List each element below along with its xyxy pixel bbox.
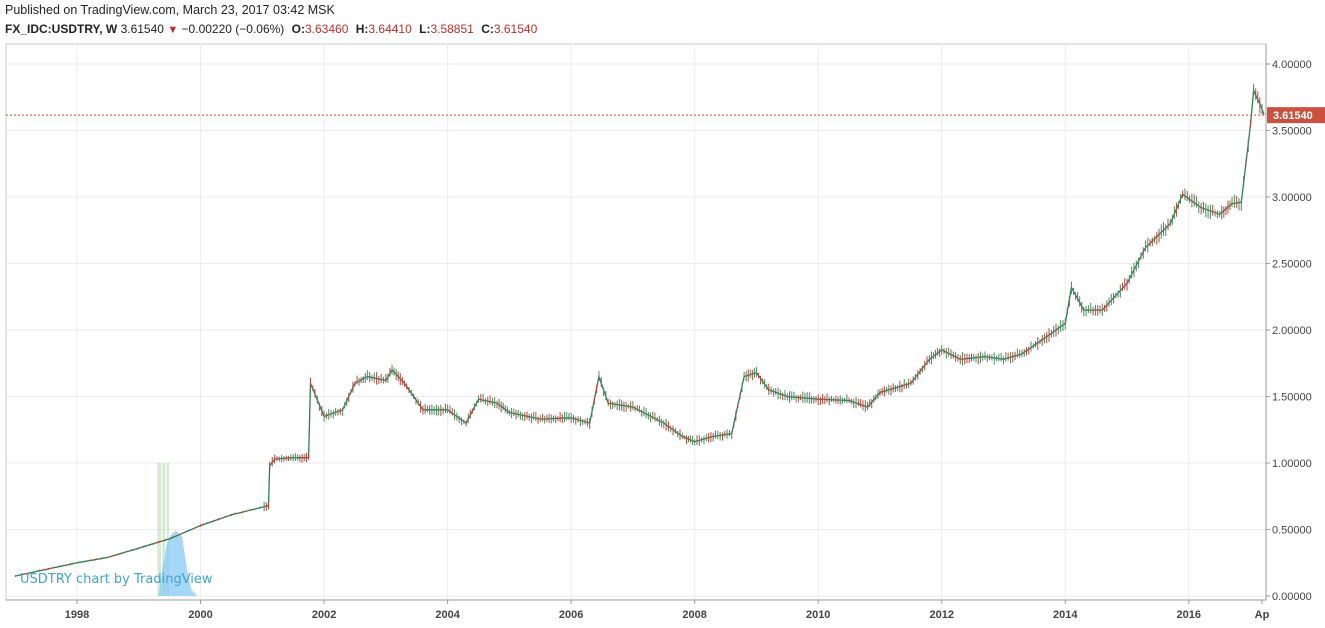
time-axis[interactable]: 1998 2000 2002 2004 2006 2008 2010 2012 2014 2016… [65,600,1270,621]
low-value: 3.58851 [430,22,474,36]
last-price-tag-label: 3.61540 [1273,110,1313,122]
y-tick-label: 3.00000 [1272,192,1312,204]
price-axis[interactable]: 0.00000 0.50000 1.00000 1.50000 2.00000 2.500… [1266,59,1312,603]
volume-profile-area [158,530,198,596]
x-tick-label: 2000 [188,609,212,621]
y-tick-label: 2.50000 [1272,259,1312,271]
y-tick-label: 0.50000 [1272,525,1312,537]
open-label: O: [291,22,305,36]
x-tick-label: Ap [1255,609,1270,621]
x-tick-label: 2008 [682,609,706,621]
y-tick-label: 1.00000 [1272,458,1312,470]
x-tick-label: 2010 [806,609,830,621]
symbol-name[interactable]: FX_IDC:USDTRY, W [5,22,118,36]
x-tick-label: 2006 [559,609,583,621]
published-caption: Published on TradingView.com, March 23, … [5,3,335,17]
x-tick-label: 2012 [929,609,953,621]
x-tick-label: 1998 [65,609,89,621]
symbol-legend: FX_IDC:USDTRY, W 3.61540 ▼ −0.00220 (−0.… [5,22,537,36]
watermark: USDTRY chart by TradingView [20,572,213,587]
x-tick-label: 2004 [435,609,460,621]
y-tick-label: 3.50000 [1272,126,1312,138]
volume-profile [157,463,198,596]
volume-bar [162,463,166,596]
price-change: −0.00220 (−0.06%) [181,22,285,36]
price-series [14,84,1265,577]
last-price-tag: 3.61540 [1267,107,1325,124]
close-value: 3.61540 [493,22,538,36]
grid [6,44,1266,600]
high-value: 3.64410 [368,22,412,36]
x-tick-label: 2016 [1177,609,1201,621]
volume-bar [166,463,170,596]
y-tick-label: 0.00000 [1272,591,1312,603]
y-tick-label: 2.00000 [1272,325,1312,337]
close-label: C: [481,22,494,36]
down-arrow-icon: ▼ [167,24,179,36]
open-value: 3.63460 [304,22,349,36]
plot-area[interactable] [5,43,1267,601]
y-tick-label: 1.50000 [1272,392,1312,404]
last-price: 3.61540 [120,22,164,36]
high-label: H: [355,22,369,36]
y-tick-label: 4.00000 [1272,59,1312,71]
x-tick-label: 2002 [312,609,336,621]
low-label: L: [419,22,431,36]
x-tick-label: 2014 [1053,609,1078,621]
volume-bar [157,463,162,596]
